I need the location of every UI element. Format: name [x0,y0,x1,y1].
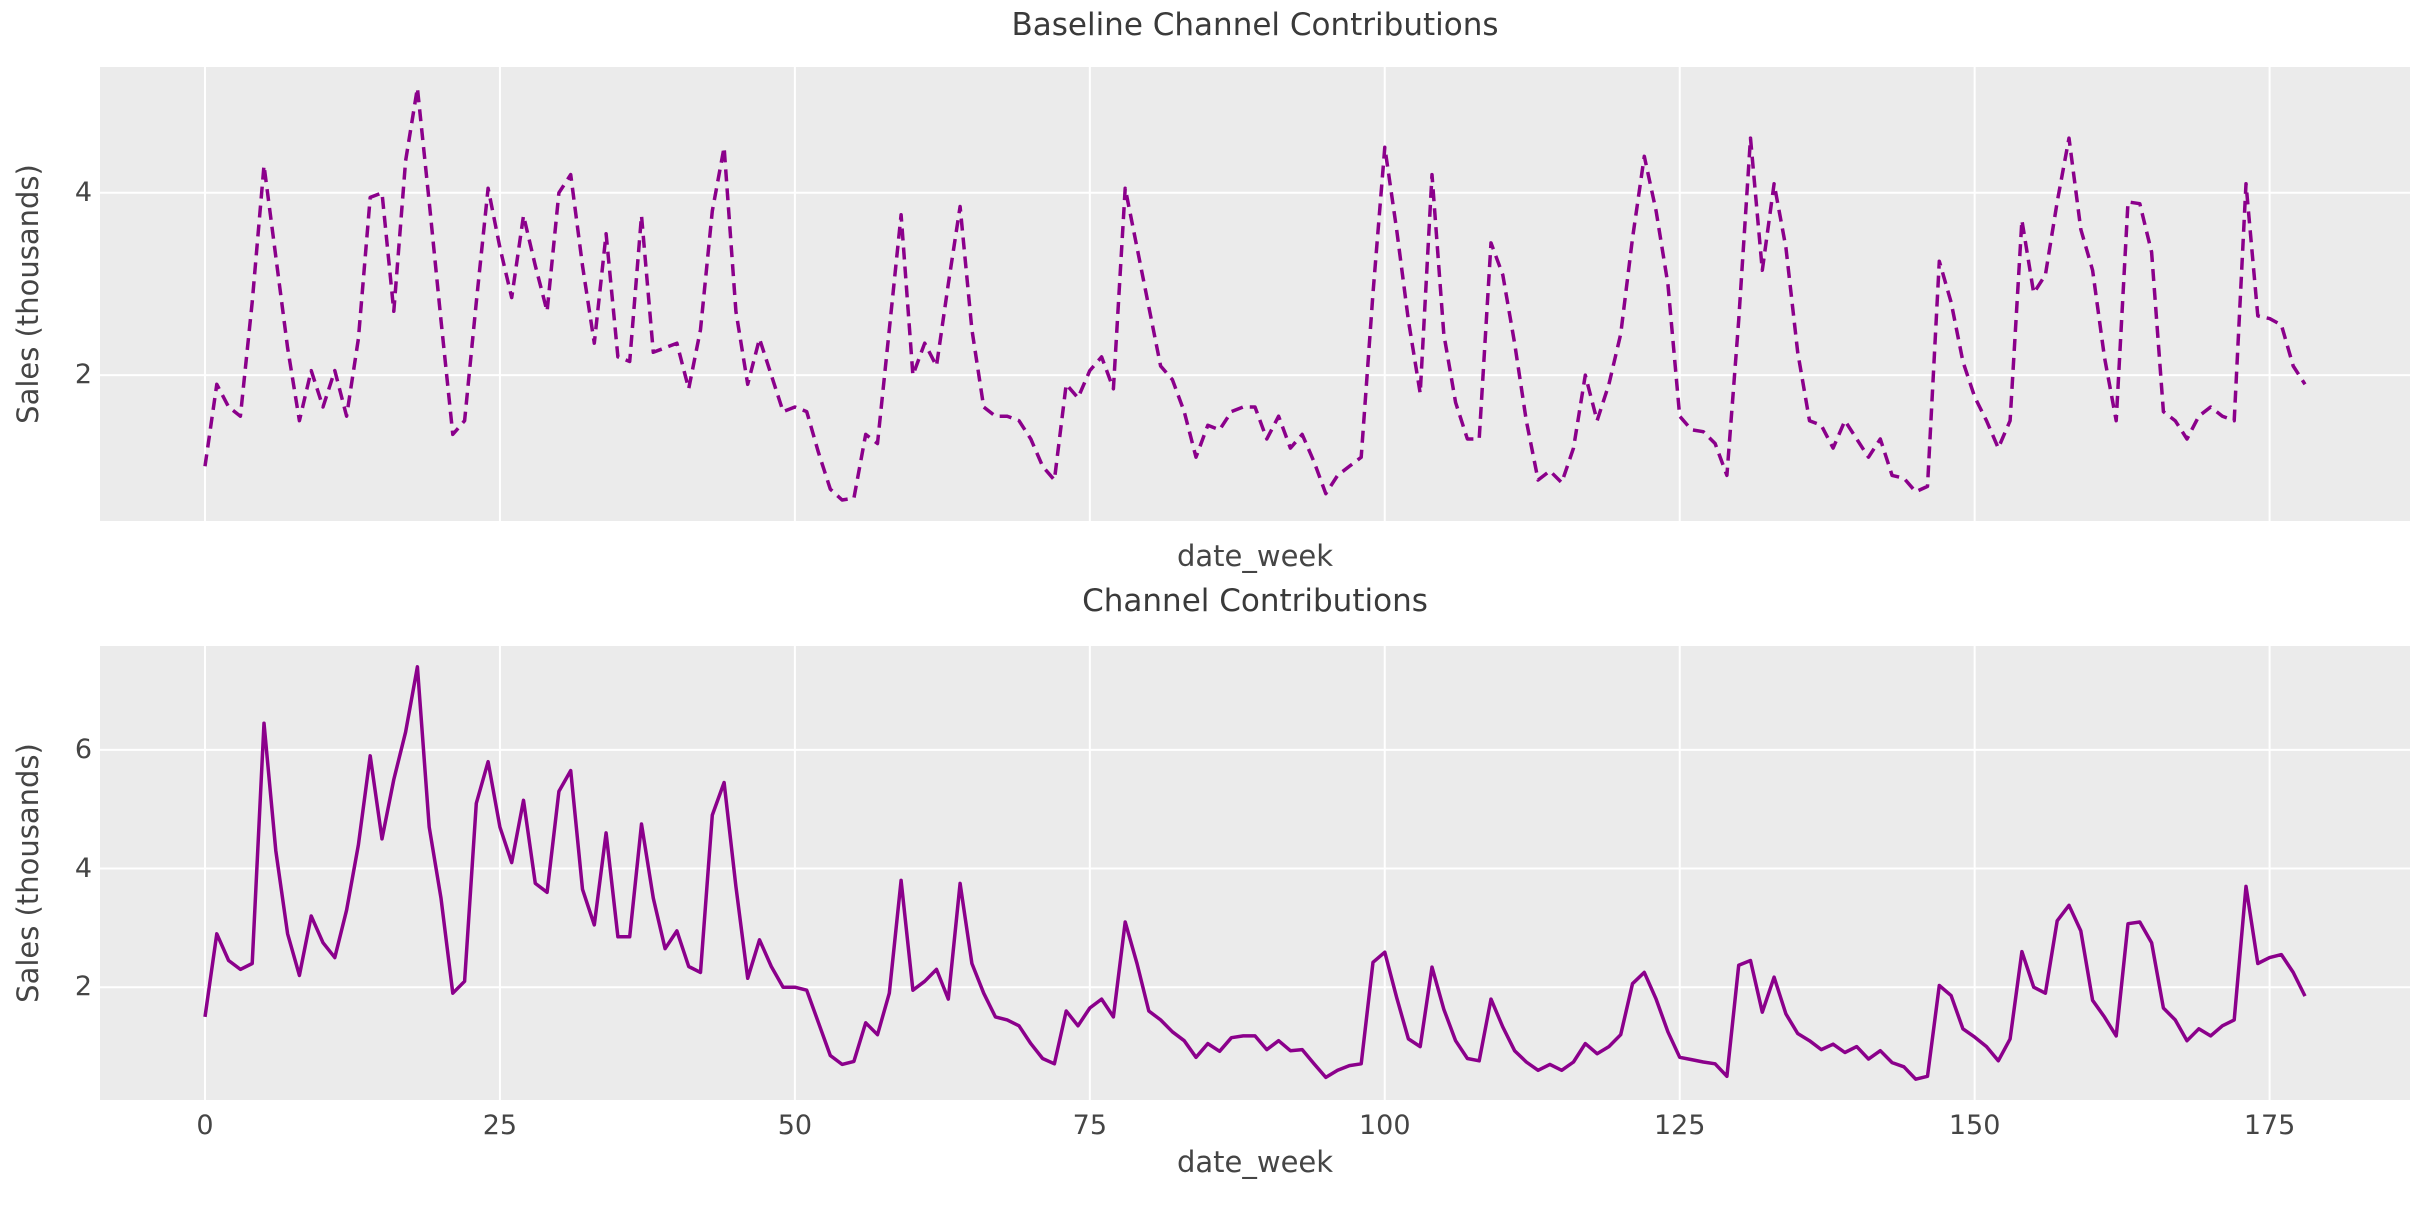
x-tick-label: 0 [196,1110,214,1141]
x-tick-label: 125 [1653,1110,1706,1141]
x-tick-label: 150 [1948,1110,2001,1141]
y-tick-label: 2 [74,971,92,1003]
y-tick-label: 4 [74,176,92,208]
plot-area-baseline-contributions [100,67,2410,521]
chart-title-channel-contributions: Channel Contributions [1082,583,1428,619]
data-line-solid [203,665,2307,1081]
x-tick-label: 75 [1072,1110,1108,1141]
x-axis-label-channel: date_week [1176,1145,1334,1179]
chart-canvas [100,646,2410,1100]
x-tick-label: 25 [482,1110,518,1141]
y-tick-label: 6 [74,733,92,765]
chart-canvas [100,67,2410,521]
x-tick-label: 175 [2243,1110,2296,1141]
plot-area-channel-contributions [100,646,2410,1100]
y-tick-label: 4 [74,852,92,884]
x-tick-label: 50 [777,1110,813,1141]
y-tick-label: 2 [74,359,92,391]
x-axis-label-baseline: date_week [1176,539,1334,573]
chart-title-baseline-contributions: Baseline Channel Contributions [1011,7,1499,43]
x-tick-label: 100 [1358,1110,1411,1141]
data-line-dashed [203,86,2307,502]
